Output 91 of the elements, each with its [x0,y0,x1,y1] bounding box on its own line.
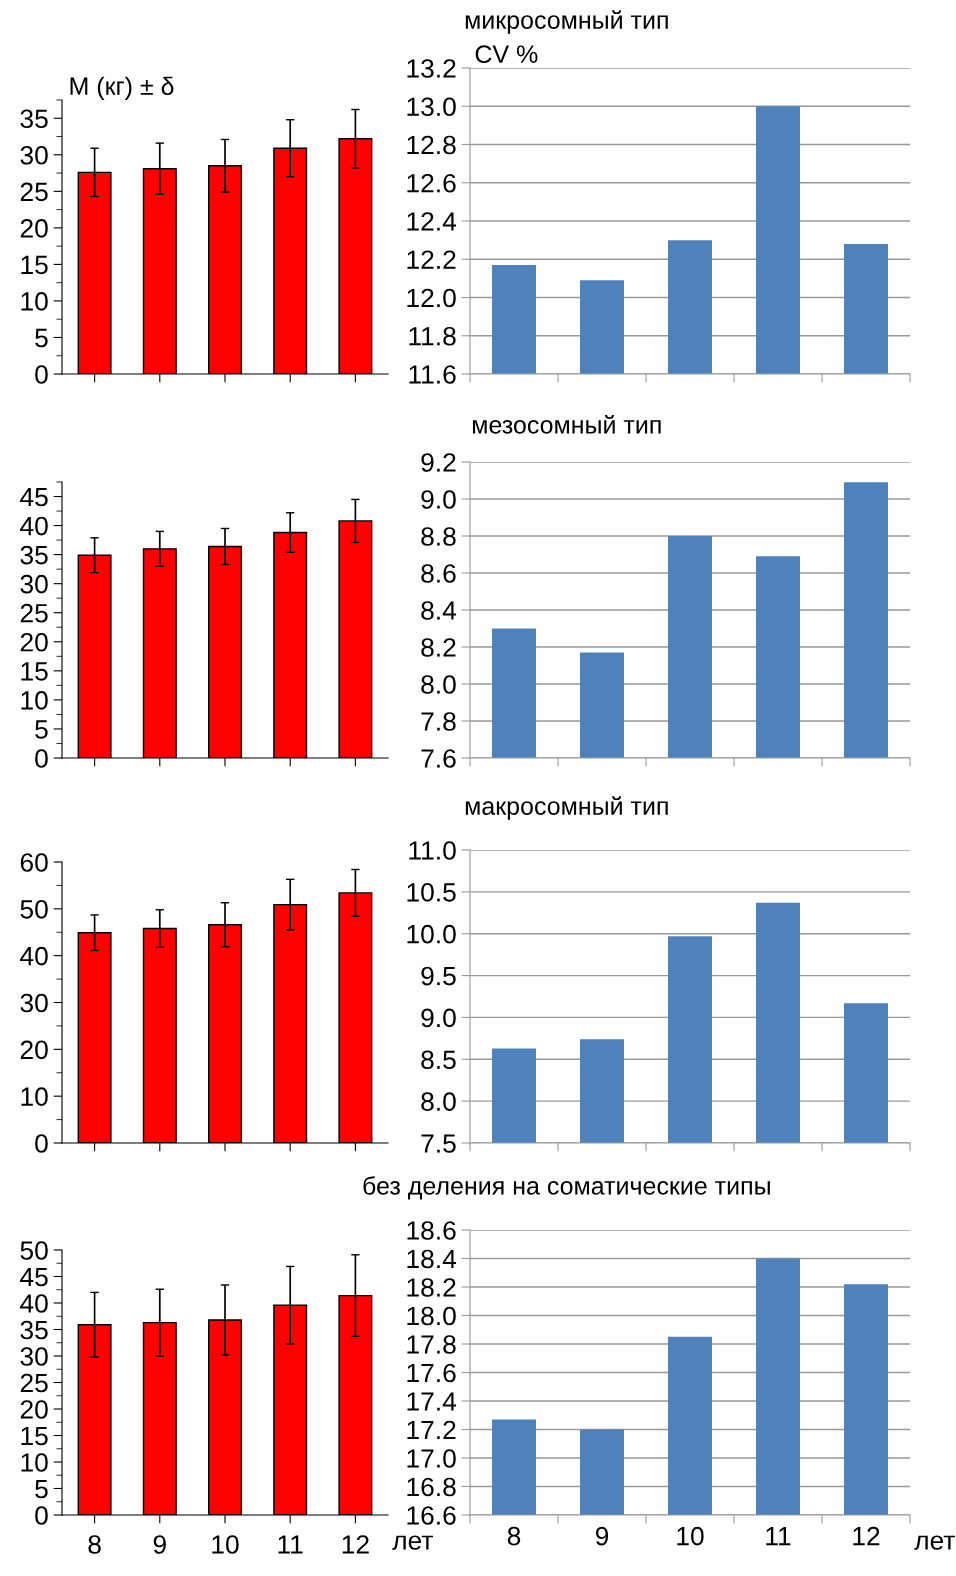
y-tick-label: 8.2 [421,638,456,657]
y-tick-label: 15 [21,255,48,275]
y-tick-label: 9.5 [421,966,456,986]
x-tick-label: 11 [278,1535,303,1554]
y-tick-label: 8.0 [421,675,456,694]
y-tick-label: 30 [20,145,48,165]
y-tick-label: 17.4 [407,1392,457,1411]
y-tick-label: 12.6 [407,173,456,193]
y-tick-label: 11.8 [409,326,456,346]
y-tick-label: 0 [35,749,48,768]
y-tick-label: 16.6 [407,1506,456,1525]
y-tick-label: 13.2 [407,59,456,78]
y-tick-label: 8.5 [421,1050,456,1070]
y-tick-label: 11.6 [409,365,456,384]
y-tick-label: 17.0 [407,1449,456,1468]
y-tick-label: 9.0 [421,490,456,509]
y-tick-label: 8.8 [421,527,456,546]
chart-title: без деления на соматические типы [363,1176,770,1200]
x-axis-title: лет [914,1535,955,1550]
y-tick-label: 15 [21,1426,48,1446]
y-tick-label: 12.8 [407,135,456,155]
y-tick-label: 20 [20,1400,48,1419]
x-tick-label: 9 [595,1526,609,1546]
y-tick-label: 9.0 [421,1008,456,1028]
chart-title: макросомный тип [465,796,668,820]
y-tick-label: 10 [21,292,48,311]
x-tick-label: 12 [342,1535,369,1554]
y-tick-label: 30 [20,993,48,1013]
y-tick-label: 7.5 [421,1134,456,1153]
y-tick-label: 25 [20,1373,48,1393]
x-tick-label: 12 [853,1526,880,1546]
y-axis-title: CV % [475,45,538,64]
y-tick-label: 35 [20,1320,48,1340]
y-tick-label: 30 [20,1347,48,1366]
y-axis-title: M (кг) ± δ [70,76,174,100]
y-tick-label: 50 [20,1241,48,1260]
x-tick-label: 11 [766,1527,791,1546]
y-tick-label: 25 [20,182,48,202]
y-tick-label: 45 [20,1267,48,1287]
y-tick-label: 40 [20,516,48,536]
y-tick-label: 20 [20,219,48,238]
y-tick-label: 60 [20,853,48,872]
x-tick-label: 9 [153,1535,166,1554]
y-tick-label: 11.0 [409,841,456,860]
y-tick-label: 18.2 [407,1278,456,1297]
y-tick-label: 10.5 [407,882,456,902]
y-tick-label: 10 [21,1453,48,1472]
y-tick-label: 18.4 [407,1249,457,1269]
y-tick-label: 8.0 [421,1092,456,1111]
chart-title: мезосомный тип [472,414,661,434]
y-tick-label: 20 [20,632,48,652]
y-tick-label: 12.0 [407,288,456,308]
y-tick-label: 8.6 [421,564,456,583]
y-tick-label: 15 [21,662,48,681]
y-tick-label: 5 [35,1479,48,1499]
x-tick-label: 8 [88,1535,101,1554]
y-tick-label: 17.2 [407,1420,456,1440]
y-tick-label: 17.6 [407,1363,456,1383]
y-tick-label: 30 [20,574,48,594]
x-tick-label: 10 [677,1526,704,1546]
y-tick-label: 7.6 [421,749,456,768]
y-tick-label: 10.0 [407,924,456,944]
y-tick-label: 16.8 [407,1477,456,1497]
y-tick-label: 20 [20,1040,48,1060]
y-tick-label: 13.0 [407,97,456,117]
chart-title: микросомный тип [465,10,668,34]
y-tick-label: 12.4 [407,212,457,231]
y-tick-label: 12.2 [407,250,456,269]
y-tick-label: 10 [21,1087,48,1106]
y-tick-label: 0 [35,1506,48,1525]
x-tick-label: 8 [507,1526,521,1546]
y-tick-label: 18.6 [407,1221,456,1240]
y-tick-label: 17.8 [407,1335,456,1354]
y-tick-label: 5 [35,720,48,739]
x-axis-title: лет [392,1535,433,1550]
y-tick-label: 8.4 [421,601,457,620]
y-tick-label: 35 [20,109,48,129]
y-tick-label: 0 [35,1134,48,1153]
y-tick-label: 10 [21,691,48,710]
y-tick-label: 18.0 [407,1306,456,1326]
y-tick-label: 9.2 [421,453,456,472]
y-tick-label: 35 [20,545,48,565]
y-tick-label: 0 [35,365,48,384]
y-tick-label: 25 [20,603,48,623]
y-tick-label: 5 [35,328,48,348]
y-tick-label: 40 [20,946,48,966]
x-tick-label: 10 [212,1535,239,1554]
y-tick-label: 40 [20,1294,48,1313]
y-tick-label: 45 [20,487,48,507]
y-tick-label: 50 [20,899,48,919]
y-tick-label: 7.8 [421,712,456,731]
